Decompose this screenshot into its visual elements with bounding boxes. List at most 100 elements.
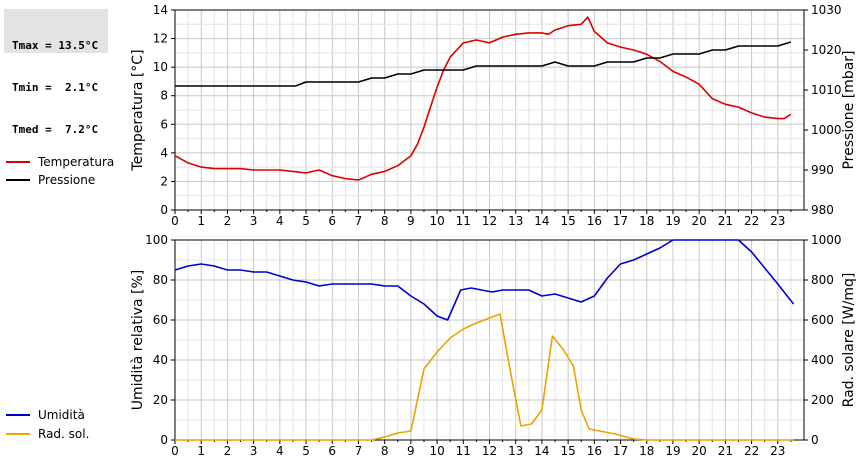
x-tick-label: 19 [665,214,680,228]
x-tick-label: 14 [534,214,549,228]
x-tick-label: 17 [613,214,628,228]
x-tick-label: 15 [560,444,575,458]
x-tick-label: 16 [587,214,602,228]
x-tick-label: 6 [328,444,336,458]
legend-label-temperatura: Temperatura [38,155,115,169]
y-right-tick-label: 1000 [811,123,842,137]
legend-swatch-pressione [6,179,30,181]
x-tick-label: 21 [718,214,733,228]
x-tick-label: 7 [355,444,363,458]
legend-item-temperatura: Temperatura [6,154,114,170]
x-tick-label: 9 [407,214,415,228]
y-axis-label-left: Umidità relativa [%] [130,270,146,411]
y-left-tick-label: 0 [160,433,168,447]
y-left-tick-label: 4 [160,146,168,160]
y-left-tick-label: 40 [153,353,168,367]
series-line-pressione [175,41,792,87]
x-tick-label: 21 [718,444,733,458]
y-right-tick-label: 1020 [811,43,842,57]
x-tick-label: 13 [508,214,523,228]
y-left-tick-label: 10 [153,60,168,74]
x-tick-label: 20 [692,444,707,458]
x-tick-label: 2 [224,214,232,228]
x-tick-label: 22 [744,444,759,458]
x-tick-label: 13 [508,444,523,458]
chart-panel-0: 0 1 2 3 4 5 6 7 8 9 10 11 12 13 14 15 16 17 18 19 20 21 22 2302… [130,3,857,228]
legend-item-pressione: Pressione [6,172,95,188]
y-axis-label-right: Pressione [mbar] [841,50,857,169]
stats-box: Tmax = 13.5°C Tmin = 2.1°C Tmed = 7.2°C [4,9,108,136]
y-left-tick-label: 80 [153,273,168,287]
x-tick-label: 9 [407,444,415,458]
x-tick-label: 8 [381,214,389,228]
y-axis-label-right: Rad. solare [W/mq] [841,273,857,408]
y-right-tick-label: 600 [811,313,834,327]
y-left-tick-label: 0 [160,203,168,217]
y-left-tick-label: 6 [160,117,168,131]
x-tick-label: 18 [639,214,654,228]
x-tick-label: 23 [770,444,785,458]
series-line-temperatura [174,16,792,181]
y-right-tick-label: 800 [811,273,834,287]
x-tick-label: 23 [770,214,785,228]
x-tick-label: 3 [250,444,258,458]
legend-item-umidita: Umidità [6,407,85,423]
y-left-tick-label: 20 [153,393,168,407]
x-tick-label: 11 [456,444,471,458]
x-tick-label: 10 [429,444,444,458]
legend-label-rad-sol: Rad. sol. [38,427,90,441]
stat-tmed: Tmed = 7.2°C [12,123,99,136]
y-right-tick-label: 1010 [811,83,842,97]
y-left-tick-label: 60 [153,313,168,327]
y-right-tick-label: 200 [811,393,834,407]
x-tick-label: 16 [587,444,602,458]
x-tick-label: 6 [328,214,336,228]
y-right-tick-label: 400 [811,353,834,367]
y-left-tick-label: 2 [160,174,168,188]
x-tick-label: 1 [197,444,205,458]
x-tick-label: 10 [429,214,444,228]
y-right-tick-label: 1030 [811,3,842,17]
x-tick-label: 4 [276,444,284,458]
x-tick-label: 17 [613,444,628,458]
y-left-tick-label: 14 [153,3,168,17]
legend-swatch-rad-sol [6,433,30,435]
x-tick-label: 0 [171,214,179,228]
x-tick-label: 12 [482,444,497,458]
stat-tmax: Tmax = 13.5°C [12,39,99,52]
x-tick-label: 5 [302,444,310,458]
y-right-tick-label: 0 [811,433,819,447]
x-tick-label: 2 [224,444,232,458]
legend-label-umidita: Umidità [38,408,85,422]
x-tick-label: 22 [744,214,759,228]
x-tick-label: 1 [197,214,205,228]
stat-tmin: Tmin = 2.1°C [12,81,99,94]
x-tick-label: 8 [381,444,389,458]
x-tick-label: 18 [639,444,654,458]
x-tick-label: 15 [560,214,575,228]
x-tick-label: 4 [276,214,284,228]
x-tick-label: 19 [665,444,680,458]
x-tick-label: 7 [355,214,363,228]
x-tick-label: 0 [171,444,179,458]
legend-swatch-umidita [6,414,30,416]
x-tick-label: 14 [534,444,549,458]
legend-item-rad-sol: Rad. sol. [6,426,89,442]
y-left-tick-label: 8 [160,89,168,103]
x-tick-label: 5 [302,214,310,228]
legend-swatch-temperatura [6,161,30,163]
chart-panel-1: 0 1 2 3 4 5 6 7 8 9 10 11 12 13 14 15 16 17 18 19 20 21 22 2302… [130,233,857,458]
y-right-tick-label: 980 [811,203,834,217]
y-left-tick-label: 100 [145,233,168,247]
y-right-tick-label: 1000 [811,233,842,247]
series-line-umidita [174,239,795,321]
x-tick-label: 12 [482,214,497,228]
y-axis-label-left: Temperatura [°C] [130,49,146,171]
series-line-rad-sol [175,313,794,441]
legend-label-pressione: Pressione [38,173,96,187]
x-tick-label: 20 [692,214,707,228]
x-tick-label: 11 [456,214,471,228]
y-right-tick-label: 990 [811,163,834,177]
y-left-tick-label: 12 [153,32,168,46]
